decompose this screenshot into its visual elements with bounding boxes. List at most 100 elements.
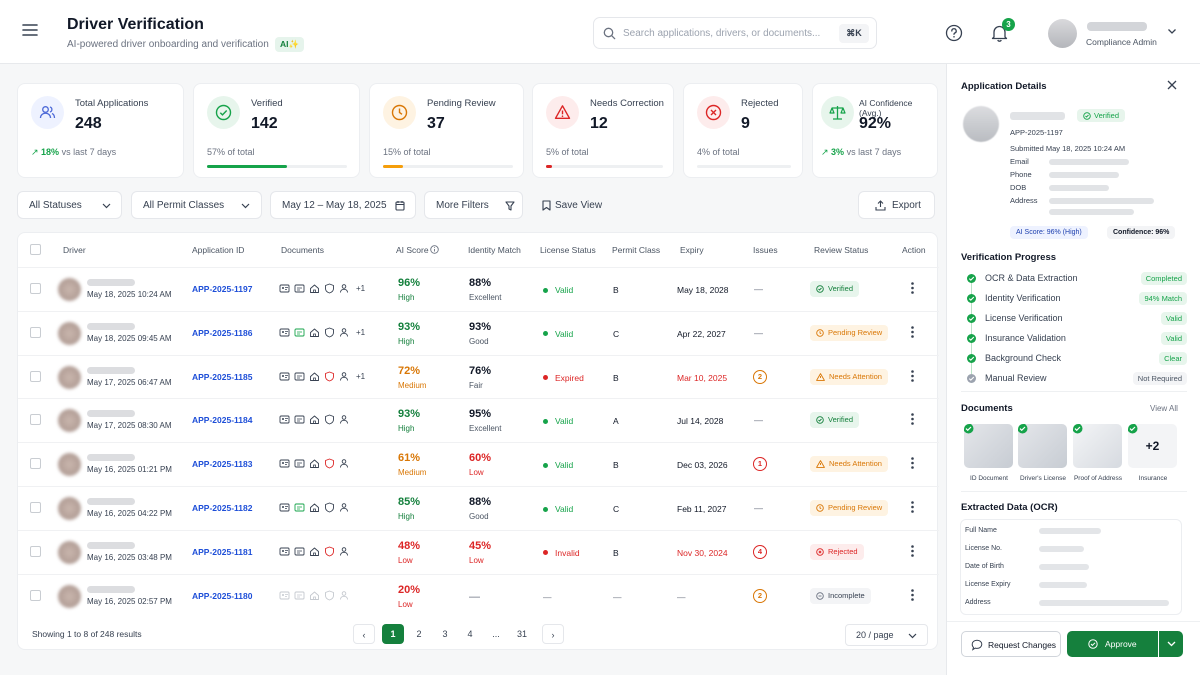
person-check-icon[interactable] — [339, 502, 350, 513]
row-checkbox[interactable] — [30, 326, 41, 338]
more-actions-icon[interactable] — [911, 501, 914, 513]
table-row[interactable]: May 16, 2025 04:22 PM APP-2025-1182 85% Hig… — [18, 486, 939, 530]
table-row[interactable]: May 16, 2025 01:21 PM APP-2025-1183 61% Med… — [18, 442, 939, 486]
license-icon[interactable] — [294, 502, 305, 513]
page-button[interactable]: 2 — [416, 629, 422, 639]
table-row[interactable]: May 16, 2025 02:57 PM APP-2025-1180 20% Low… — [18, 573, 939, 618]
shield-icon[interactable] — [324, 327, 335, 338]
more-actions-icon[interactable] — [911, 544, 914, 557]
more-actions-icon[interactable] — [911, 588, 914, 601]
page-button[interactable]: 3 — [442, 629, 448, 639]
status-filter[interactable]: All Statuses — [17, 191, 122, 219]
document-thumbnail-more[interactable]: +2 — [1128, 424, 1177, 468]
info-icon[interactable] — [430, 245, 439, 254]
license-icon[interactable] — [294, 327, 305, 338]
column-header[interactable]: Application ID — [192, 245, 245, 255]
shield-icon[interactable] — [324, 414, 335, 425]
id-card-icon[interactable] — [279, 371, 290, 382]
shield-icon[interactable] — [324, 546, 335, 557]
id-card-icon[interactable] — [279, 546, 290, 557]
prev-page-button[interactable]: ‹ — [353, 624, 375, 644]
house-icon[interactable] — [309, 546, 320, 557]
column-header[interactable]: Expiry — [680, 245, 704, 255]
document-thumbnail[interactable] — [1073, 424, 1122, 468]
id-card-icon[interactable] — [279, 283, 290, 294]
page-button[interactable]: 31 — [516, 629, 527, 639]
chevron-down-icon[interactable] — [1167, 28, 1177, 35]
row-checkbox[interactable] — [30, 414, 41, 426]
license-icon[interactable] — [294, 283, 305, 294]
page-button[interactable]: 4 — [467, 629, 473, 639]
export-button[interactable]: Export — [858, 191, 935, 219]
house-icon[interactable] — [309, 327, 320, 338]
search-input[interactable]: Search applications, drivers, or documen… — [623, 28, 821, 39]
id-card-icon[interactable] — [279, 590, 290, 601]
person-check-icon[interactable] — [339, 414, 350, 425]
column-header[interactable]: Review Status — [814, 245, 869, 255]
table-row[interactable]: May 18, 2025 09:45 AM APP-2025-1186 +1 93% H… — [18, 310, 939, 355]
save-view-button[interactable]: Save View — [531, 191, 610, 219]
search-box[interactable]: Search applications, drivers, or documen… — [593, 17, 877, 49]
view-all-link[interactable]: View All — [1150, 404, 1178, 413]
house-icon[interactable] — [309, 502, 320, 513]
shield-icon[interactable] — [324, 502, 335, 513]
documents-extra[interactable]: +1 — [356, 371, 366, 381]
issues-count[interactable]: 1 — [753, 457, 767, 472]
person-check-icon[interactable] — [339, 546, 350, 557]
issues-count[interactable]: 2 — [753, 588, 767, 603]
person-check-icon[interactable] — [339, 590, 350, 601]
column-header[interactable]: Issues — [753, 245, 778, 255]
document-thumbnail[interactable] — [964, 424, 1013, 468]
documents-extra[interactable]: +1 — [356, 284, 366, 293]
date-range-filter[interactable]: May 12 – May 18, 2025 — [270, 191, 416, 219]
row-checkbox[interactable] — [30, 545, 41, 557]
stat-pending-review[interactable]: Pending Review 37 15% of total — [369, 83, 524, 178]
documents-extra[interactable]: +1 — [356, 327, 366, 337]
id-card-icon[interactable] — [279, 414, 290, 425]
house-icon[interactable] — [309, 414, 320, 425]
more-actions-icon[interactable] — [911, 369, 914, 382]
id-card-icon[interactable] — [279, 502, 290, 513]
help-icon[interactable] — [945, 24, 963, 42]
approve-button[interactable]: Approve — [1067, 631, 1158, 657]
column-header[interactable]: Identity Match — [468, 245, 521, 255]
person-check-icon[interactable] — [339, 283, 350, 294]
more-actions-icon[interactable] — [911, 413, 914, 426]
column-header[interactable]: Permit Class — [612, 245, 661, 255]
application-id-link[interactable]: APP-2025-1183 — [192, 459, 253, 470]
row-checkbox[interactable] — [30, 283, 41, 294]
table-row[interactable]: May 17, 2025 06:47 AM APP-2025-1185 +1 72% M… — [18, 354, 939, 399]
stat-ai-confidence[interactable]: AI Confidence (Avg.) 92% ↗ 3% vs last 7 … — [812, 83, 938, 178]
shield-icon[interactable] — [324, 283, 335, 294]
license-icon[interactable] — [294, 546, 305, 557]
license-icon[interactable] — [294, 458, 305, 469]
issues-count[interactable]: 2 — [753, 369, 767, 384]
column-header[interactable]: Driver — [63, 245, 86, 255]
next-page-button[interactable]: › — [542, 624, 564, 644]
more-actions-icon[interactable] — [911, 457, 914, 469]
page-button-active[interactable]: 1 — [382, 624, 404, 644]
row-checkbox[interactable] — [30, 502, 41, 513]
more-actions-icon[interactable] — [911, 325, 914, 338]
hamburger-menu-icon[interactable] — [22, 23, 38, 37]
person-check-icon[interactable] — [339, 371, 350, 382]
house-icon[interactable] — [309, 283, 320, 294]
close-icon[interactable] — [1167, 80, 1177, 90]
column-header[interactable]: AI Score — [396, 245, 429, 255]
person-check-icon[interactable] — [339, 327, 350, 338]
approve-options-button[interactable] — [1159, 631, 1183, 657]
application-id-link[interactable]: APP-2025-1186 — [192, 327, 253, 338]
user-avatar[interactable] — [1048, 19, 1077, 48]
application-id-link[interactable]: APP-2025-1185 — [192, 371, 253, 382]
application-id-link[interactable]: APP-2025-1197 — [192, 284, 253, 294]
stat-rejected[interactable]: Rejected 9 4% of total — [683, 83, 803, 178]
house-icon[interactable] — [309, 371, 320, 382]
per-page-select[interactable]: 20 / page — [845, 624, 928, 646]
application-id-link[interactable]: APP-2025-1182 — [192, 503, 253, 513]
shield-icon[interactable] — [324, 371, 335, 382]
application-id-link[interactable]: APP-2025-1180 — [192, 590, 253, 601]
stat-total-applications[interactable]: Total Applications 248 ↗ 18% vs last 7 d… — [17, 83, 184, 178]
document-thumbnail[interactable] — [1018, 424, 1067, 468]
table-row[interactable]: May 17, 2025 08:30 AM APP-2025-1184 93% Hig… — [18, 398, 939, 442]
permit-class-filter[interactable]: All Permit Classes — [131, 191, 262, 219]
